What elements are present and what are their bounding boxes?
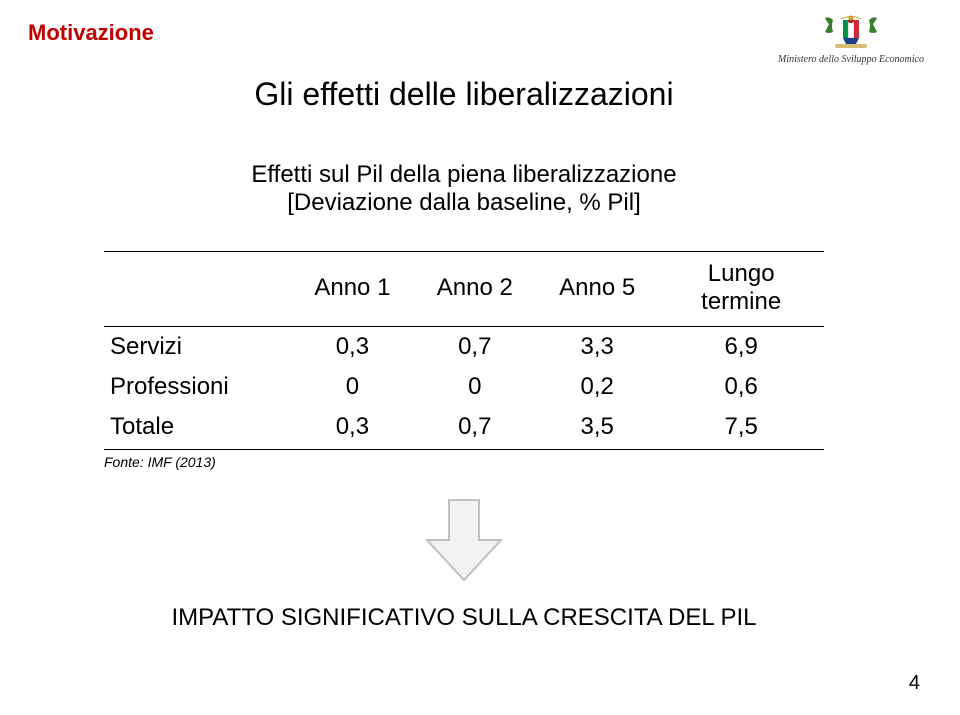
table-header-row: Anno 1 Anno 2 Anno 5 Lungo termine: [104, 252, 824, 327]
down-arrow-icon: [419, 494, 509, 584]
cell: 7,5: [658, 407, 824, 450]
table-footnote: Fonte: IMF (2013): [104, 454, 824, 470]
row-label: Professioni: [104, 367, 291, 407]
ministry-name: Ministero dello Sviluppo Economico: [778, 54, 924, 65]
page-title: Gli effetti delle liberalizzazioni: [28, 76, 900, 113]
col-header: [104, 252, 291, 327]
table-row: Servizi 0,3 0,7 3,3 6,9: [104, 327, 824, 368]
subtitle-line1: Effetti sul Pil della piena liberalizzaz…: [28, 161, 900, 189]
cell: 6,9: [658, 327, 824, 368]
slide: Motivazione Ministero dello Sviluppo Eco: [0, 0, 960, 715]
table-row: Professioni 0 0 0,2 0,6: [104, 367, 824, 407]
subtitle-line2: [Deviazione dalla baseline, % Pil]: [28, 189, 900, 217]
cell: 0: [414, 367, 536, 407]
page-number: 4: [909, 672, 920, 695]
cell: 0,6: [658, 367, 824, 407]
cell: 3,5: [536, 407, 658, 450]
cell: 3,3: [536, 327, 658, 368]
italy-crest-icon: [823, 12, 879, 52]
section-label: Motivazione: [28, 20, 900, 46]
cell: 0,7: [414, 407, 536, 450]
conclusion-text: IMPATTO SIGNIFICATIVO SULLA CRESCITA DEL…: [28, 604, 900, 632]
row-label: Totale: [104, 407, 291, 450]
table-row: Totale 0,3 0,7 3,5 7,5: [104, 407, 824, 450]
cell: 0,3: [291, 407, 413, 450]
cell: 0,2: [536, 367, 658, 407]
col-header: Anno 2: [414, 252, 536, 327]
col-header: Lungo termine: [658, 252, 824, 327]
down-arrow-wrap: [28, 494, 900, 584]
col-header: Anno 5: [536, 252, 658, 327]
ministry-logo-block: Ministero dello Sviluppo Economico: [778, 12, 924, 65]
subtitle: Effetti sul Pil della piena liberalizzaz…: [28, 161, 900, 217]
col-header: Anno 1: [291, 252, 413, 327]
cell: 0: [291, 367, 413, 407]
cell: 0,7: [414, 327, 536, 368]
table-wrap: Anno 1 Anno 2 Anno 5 Lungo termine Servi…: [104, 251, 824, 470]
row-label: Servizi: [104, 327, 291, 368]
cell: 0,3: [291, 327, 413, 368]
effects-table: Anno 1 Anno 2 Anno 5 Lungo termine Servi…: [104, 251, 824, 450]
